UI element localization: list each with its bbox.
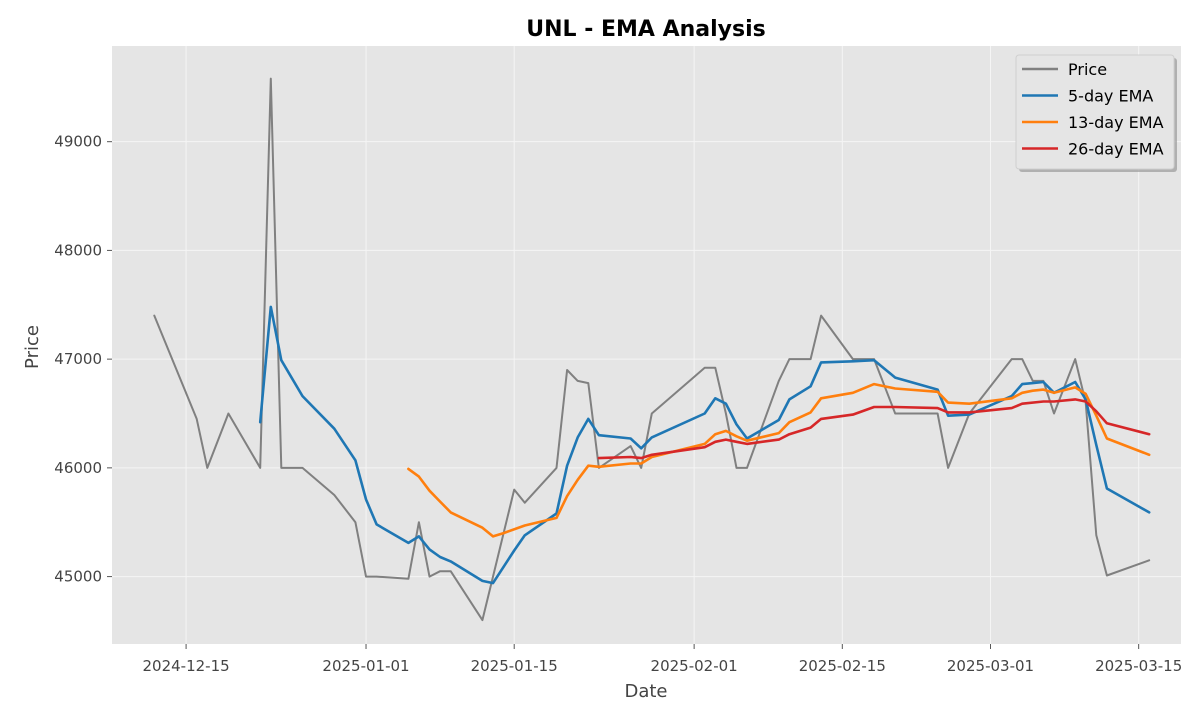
y-tick-label: 46000 bbox=[54, 459, 102, 477]
x-tick-label: 2025-01-01 bbox=[322, 657, 409, 675]
series-line-26-day-ema bbox=[597, 398, 1151, 460]
x-tick-label: 2025-02-01 bbox=[651, 657, 738, 675]
y-axis-label: Price bbox=[22, 325, 43, 369]
x-tick-label: 2025-01-15 bbox=[471, 657, 558, 675]
chart-title: UNL - EMA Analysis bbox=[526, 17, 766, 42]
legend-entry: 5-day EMA bbox=[1068, 87, 1153, 106]
plot-area bbox=[112, 46, 1181, 644]
y-tick-label: 48000 bbox=[54, 241, 102, 259]
y-tick-label: 45000 bbox=[54, 568, 102, 586]
x-tick-label: 2025-03-15 bbox=[1095, 657, 1182, 675]
y-tick-label: 47000 bbox=[54, 350, 102, 368]
legend-entry: 13-day EMA bbox=[1068, 113, 1164, 132]
series-line-13-day-ema bbox=[407, 382, 1151, 538]
x-tick-label: 2025-03-01 bbox=[947, 657, 1034, 675]
y-axis-ticks: 45000 46000 47000 48000 49000 bbox=[54, 133, 112, 586]
x-tick-label: 2025-02-15 bbox=[799, 657, 886, 675]
x-axis-label: Date bbox=[624, 681, 667, 702]
legend-entry: Price bbox=[1068, 60, 1107, 79]
x-tick-label: 2024-12-15 bbox=[142, 657, 229, 675]
legend-entry: 26-day EMA bbox=[1068, 140, 1164, 159]
legend-box bbox=[1015, 54, 1175, 170]
legend: Price 5-day EMA 13-day EMA 26-day EMA bbox=[1015, 54, 1177, 172]
series-layer bbox=[153, 77, 1151, 622]
x-axis-ticks: 2024-12-15 2025-01-01 2025-01-15 2025-02-01… bbox=[142, 644, 1182, 675]
series-line-5-day-ema bbox=[258, 305, 1151, 585]
y-tick-label: 49000 bbox=[54, 133, 102, 151]
